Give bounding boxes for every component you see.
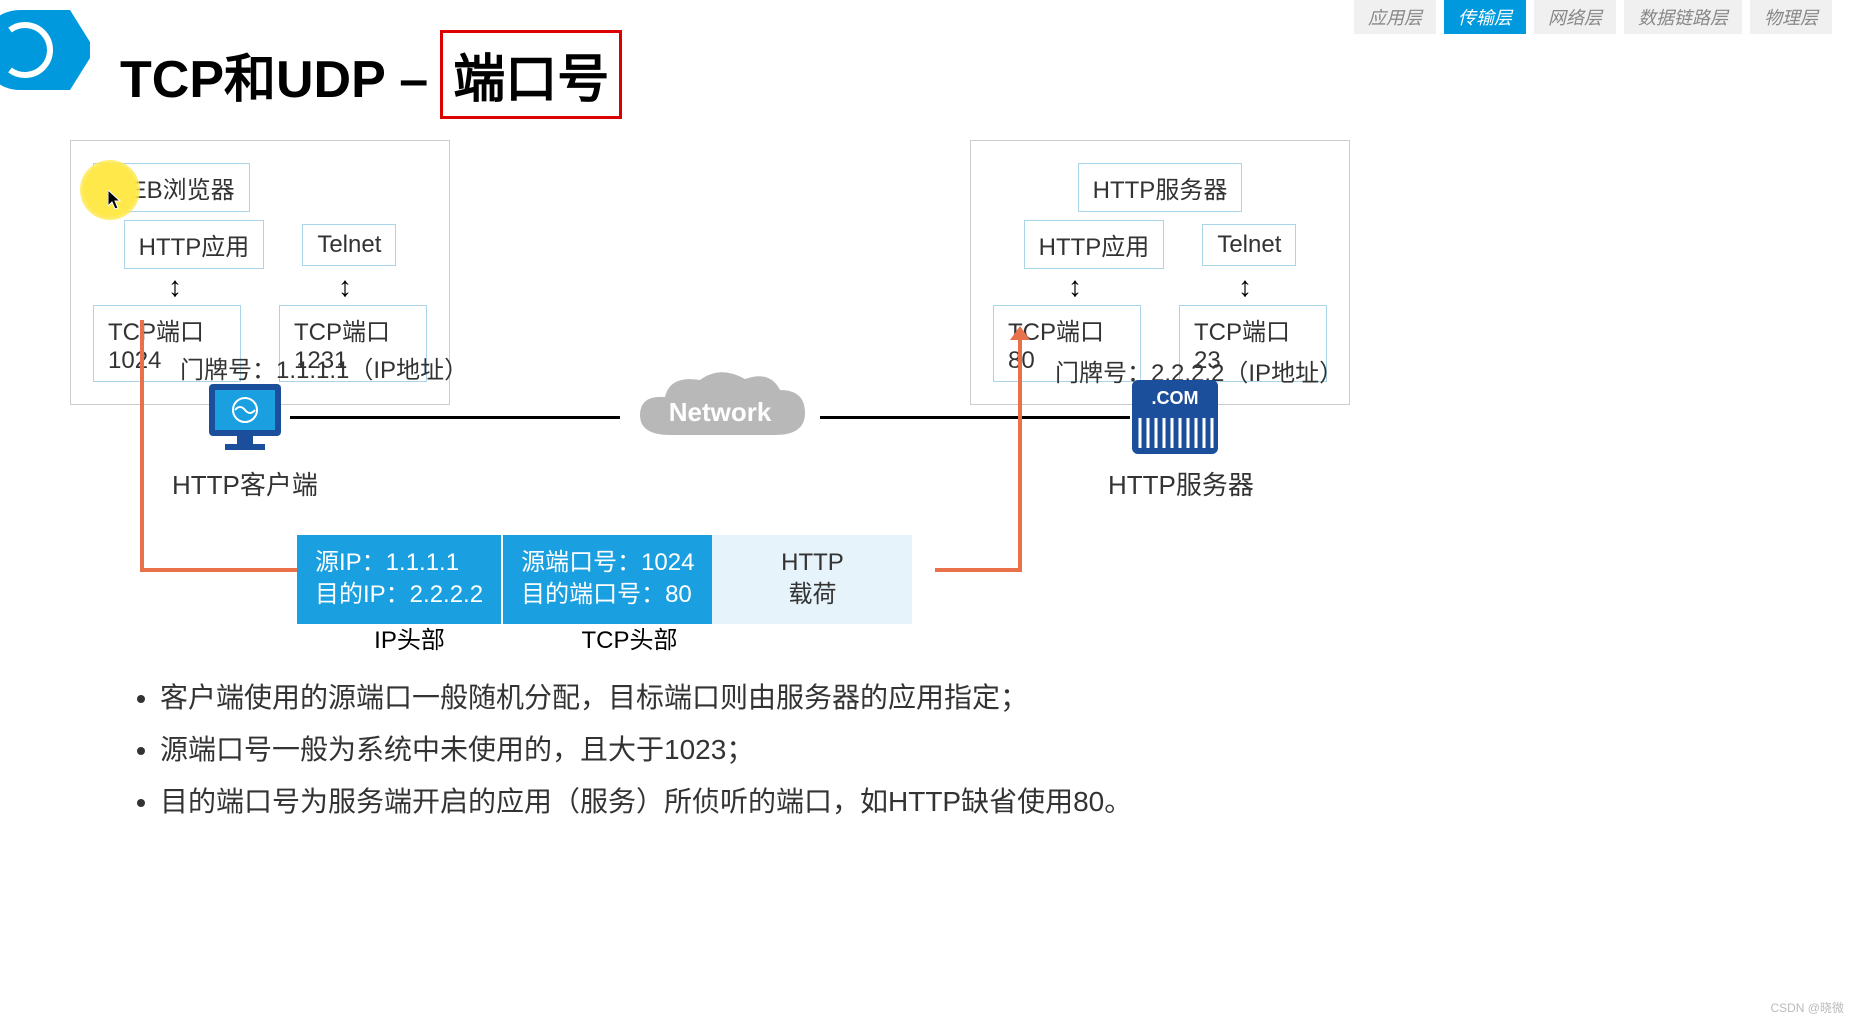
network-cloud-icon: Network	[620, 365, 820, 465]
packet-label-ip: IP头部	[297, 620, 522, 655]
svg-text:.COM: .COM	[1152, 388, 1199, 408]
packet-dst-port: 目的端口号：80	[521, 579, 694, 611]
packet-label-tcp: TCP头部	[522, 620, 737, 655]
packet-tcp-header: 源端口号：1024 目的端口号：80	[501, 535, 712, 624]
flow-line	[935, 568, 1020, 572]
packet-http-line1: HTTP	[730, 547, 894, 579]
monitor-icon	[205, 380, 285, 460]
cursor-icon	[108, 190, 124, 215]
nav-tab-physical[interactable]: 物理层	[1750, 0, 1832, 34]
server-icon: .COM	[1130, 378, 1220, 456]
updown-arrow-icon: ↕	[335, 273, 355, 301]
title-main: TCP和UDP –	[120, 37, 428, 112]
updown-arrow-icon: ↕	[1065, 273, 1085, 301]
flow-line	[1018, 336, 1022, 572]
packet-http-line2: 载荷	[730, 579, 894, 611]
client-host-label: HTTP客户端	[172, 465, 318, 502]
flow-line	[140, 568, 300, 572]
nav-tab-datalink[interactable]: 数据链路层	[1624, 0, 1742, 34]
nav-tabs: 应用层 传输层 网络层 数据链路层 物理层	[1354, 0, 1832, 34]
net-line-right	[820, 416, 1130, 419]
packet-diagram: 源IP：1.1.1.1 目的IP：2.2.2.2 源端口号：1024 目的端口号…	[297, 535, 912, 624]
updown-arrow-icon: ↕	[1235, 273, 1255, 301]
updown-arrow-icon: ↕	[165, 273, 185, 301]
client-app-telnet: Telnet	[302, 224, 396, 266]
svg-text:Network: Network	[669, 397, 772, 427]
net-line-left	[290, 416, 620, 419]
bullet-item: 源端口号一般为系统中未使用的，且大于1023；	[160, 724, 1132, 776]
page-title: TCP和UDP – 端口号	[120, 30, 622, 119]
packet-dst-ip: 目的IP：2.2.2.2	[315, 579, 483, 611]
client-app-http: HTTP应用	[124, 220, 265, 269]
packet-labels: IP头部 TCP头部	[297, 620, 737, 655]
packet-ip-header: 源IP：1.1.1.1 目的IP：2.2.2.2	[297, 535, 501, 624]
server-host-label: HTTP服务器	[1108, 465, 1254, 502]
flow-line	[140, 320, 144, 570]
nav-tab-transport[interactable]: 传输层	[1444, 0, 1526, 34]
slide-arrow-icon	[0, 0, 90, 100]
arrow-up-icon	[1010, 326, 1030, 342]
server-app-telnet: Telnet	[1202, 224, 1296, 266]
packet-src-port: 源端口号：1024	[521, 547, 694, 579]
bullet-list: 客户端使用的源端口一般随机分配，目标端口则由服务器的应用指定； 源端口号一般为系…	[130, 672, 1132, 827]
title-highlight: 端口号	[440, 30, 622, 119]
nav-tab-network[interactable]: 网络层	[1534, 0, 1616, 34]
watermark: CSDN @晓微	[1770, 999, 1844, 1016]
packet-src-ip: 源IP：1.1.1.1	[315, 547, 483, 579]
server-top-label: HTTP服务器	[1078, 163, 1243, 212]
nav-tab-app[interactable]: 应用层	[1354, 0, 1436, 34]
packet-http-payload: HTTP 载荷	[712, 535, 912, 624]
bullet-item: 目的端口号为服务端开启的应用（服务）所侦听的端口，如HTTP缺省使用80。	[160, 776, 1132, 828]
server-app-http: HTTP应用	[1024, 220, 1165, 269]
bullet-item: 客户端使用的源端口一般随机分配，目标端口则由服务器的应用指定；	[160, 672, 1132, 724]
